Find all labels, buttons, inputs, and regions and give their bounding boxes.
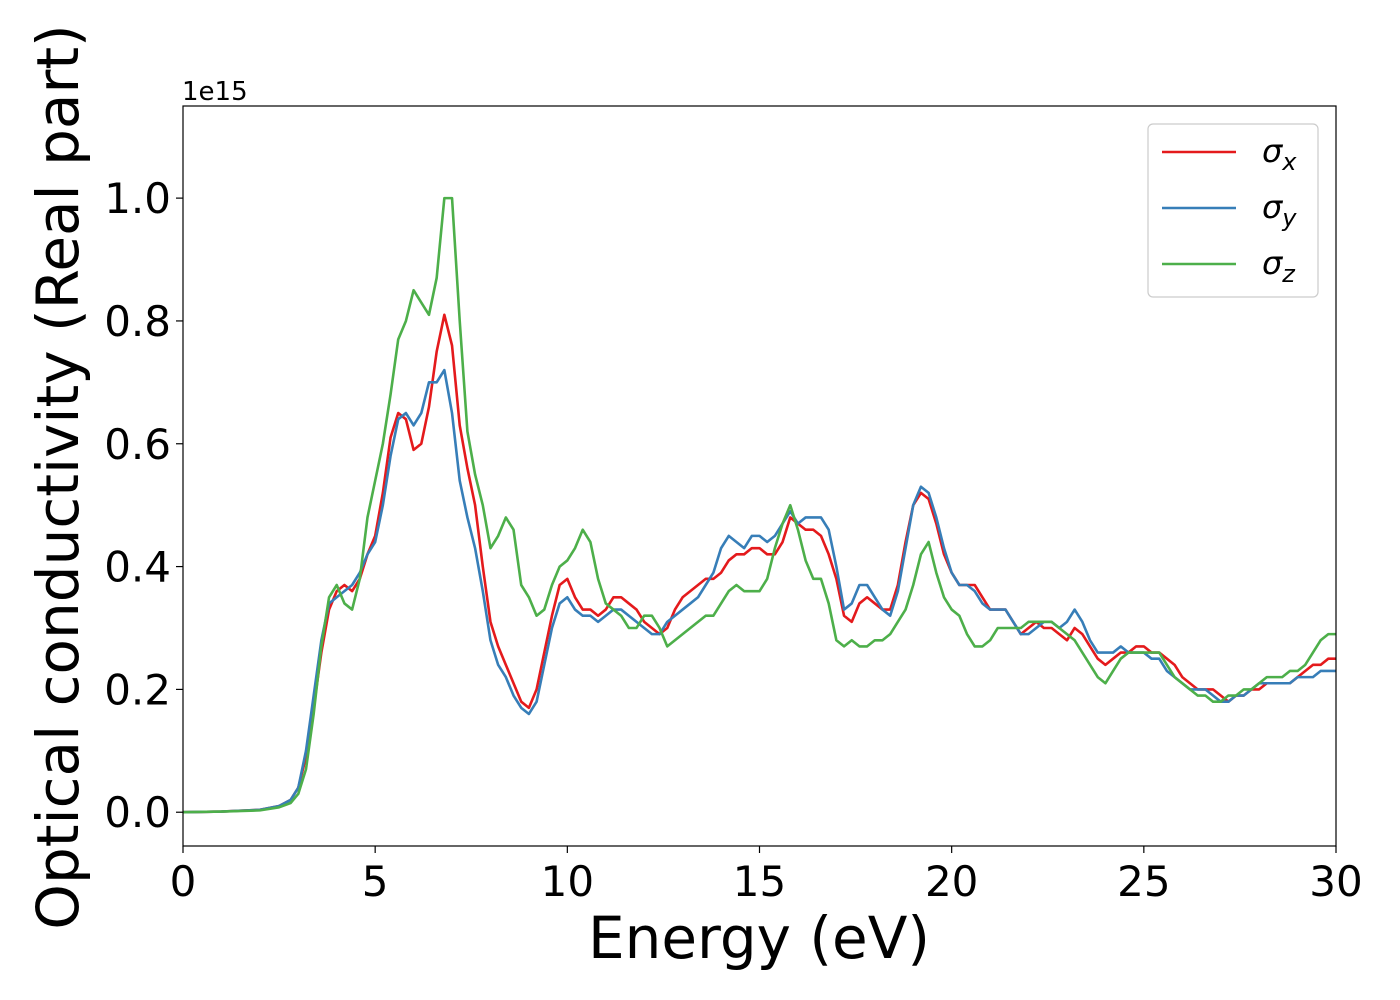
x-axis-ticks: 0 5 10 15 20 25 30 <box>170 846 1363 906</box>
x-tick-label: 25 <box>1117 857 1170 906</box>
y-tick-label: 0.0 <box>104 788 171 837</box>
y-tick-label: 0.4 <box>104 543 171 592</box>
x-tick-label: 0 <box>170 857 197 906</box>
x-tick-label: 15 <box>733 857 786 906</box>
legend-label-y: σy <box>1262 188 1297 232</box>
y-tick-label: 1.0 <box>104 174 171 223</box>
series-line-y <box>183 368 1336 814</box>
series-layer <box>183 196 1336 814</box>
x-tick-label: 30 <box>1309 857 1362 906</box>
y-tick-label: 0.8 <box>104 297 171 346</box>
x-tick-label: 20 <box>925 857 978 906</box>
y-axis-ticks: 0.0 0.2 0.4 0.6 0.8 1.0 <box>104 174 183 837</box>
legend-label-x: σx <box>1262 132 1297 176</box>
y-offset-label: 1e15 <box>182 77 248 107</box>
legend: σx σy σz <box>1147 123 1319 298</box>
series-line-z <box>183 196 1336 814</box>
legend-box <box>1147 123 1319 298</box>
x-axis-label: Energy (eV) <box>588 904 930 972</box>
x-tick-label: 5 <box>362 857 389 906</box>
x-tick-label: 10 <box>541 857 594 906</box>
legend-label-z: σz <box>1262 244 1296 288</box>
y-tick-label: 0.6 <box>104 420 171 469</box>
y-tick-label: 0.2 <box>104 665 171 714</box>
y-axis-label: Optical conductivity (Real part) <box>24 24 92 929</box>
